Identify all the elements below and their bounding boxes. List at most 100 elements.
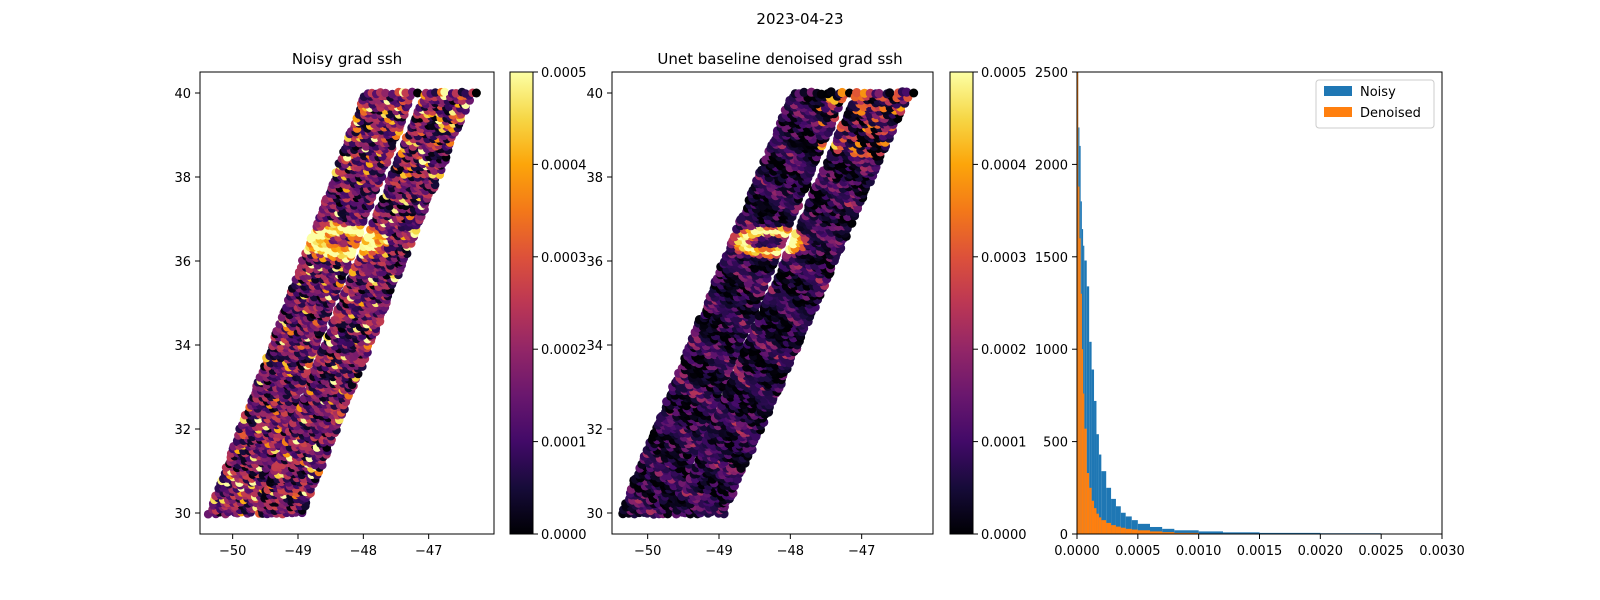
denoised-histogram-bar: [1081, 349, 1084, 534]
colorbar-tick-label: 0.0001: [541, 436, 587, 451]
scatter-point: [874, 88, 884, 99]
noisy-histogram-bar: [1089, 341, 1092, 534]
noisy-histogram-bar: [1083, 245, 1085, 534]
scatter-point: [381, 88, 390, 98]
x-tick-label: 0.0010: [1176, 544, 1222, 559]
noisy-histogram-bar: [1137, 523, 1150, 534]
noisy-histogram-bar: [1259, 532, 1321, 534]
y-tick-label: 34: [174, 339, 191, 354]
scatter-point: [413, 88, 423, 98]
scatter-point: [852, 88, 862, 98]
denoised-plot-frame: [611, 71, 934, 535]
x-tick-label: 0.0000: [1054, 544, 1100, 559]
scatter-point: [440, 87, 449, 97]
histogram-panel: 0.0000 0.0005 0.0010 0.0015 0.0020 0.0025 0.00…: [1035, 66, 1465, 559]
scatter-point: [909, 88, 919, 98]
denoised-histogram-bar: [1083, 393, 1085, 534]
y-tick-label: 30: [174, 507, 191, 522]
y-tick-label: 40: [586, 87, 603, 102]
noisy-histogram-bar: [1198, 531, 1223, 534]
denoised-histogram-bar: [1086, 473, 1090, 534]
noisy-plot-frame: [199, 71, 495, 535]
x-tick-label: −48: [777, 544, 804, 559]
y-tick-label: 36: [174, 255, 191, 270]
y-tick-label: 0: [1060, 528, 1068, 543]
colorbar-tick-label: 0.0002: [981, 343, 1027, 358]
scatter-point: [902, 87, 912, 97]
histogram-plot-frame: [1076, 71, 1443, 535]
denoised-histogram-bar: [1120, 527, 1126, 534]
x-tick-label: 0.0020: [1298, 544, 1344, 559]
denoised-histogram-bar: [1125, 528, 1132, 534]
x-tick-label: −49: [284, 544, 311, 559]
noisy-histogram-bar: [1223, 532, 1260, 534]
scatter-point: [401, 88, 411, 98]
scatter-point: [826, 87, 836, 97]
denoised-histogram-bar: [1079, 238, 1081, 534]
colorbar-tick-label: 0.0005: [981, 66, 1027, 81]
colorbar-tick-label: 0.0000: [981, 528, 1027, 543]
noisy-histogram-bar: [1111, 498, 1116, 534]
y-tick-label: 38: [174, 171, 191, 186]
noisy-axes: −50 −49 −48 −47 30 32 34 36 38 40: [174, 87, 442, 559]
noisy-scatter-points: [203, 87, 481, 519]
noisy-histogram-bar: [1174, 530, 1199, 534]
denoised-histogram-bar: [1111, 525, 1116, 534]
y-tick-label: 30: [586, 507, 603, 522]
noisy-histogram-bar: [1084, 260, 1087, 534]
colorbar-tick-label: 0.0005: [541, 66, 587, 81]
colorbar-tick-label: 0.0000: [541, 528, 587, 543]
noisy-histogram-bar: [1125, 516, 1132, 534]
denoised-colorbar: 0.0000 0.0001 0.0002 0.0003 0.0004 0.0005: [949, 66, 1027, 543]
noisy-histogram-bar: [1098, 454, 1102, 534]
noisy-panel: Noisy grad ssh −50 −49 −48 −47 30 32 34 36 38 40: [174, 50, 495, 559]
y-tick-label: 40: [174, 87, 191, 102]
denoised-histogram-bar: [1137, 530, 1150, 534]
x-tick-label: −48: [350, 544, 377, 559]
x-tick-label: −50: [634, 544, 661, 559]
noisy-panel-title: Noisy grad ssh: [292, 50, 402, 68]
denoised-histogram-bar: [1162, 532, 1175, 534]
denoised-histogram-bar: [1094, 508, 1097, 534]
denoised-histogram-bar: [1115, 526, 1121, 534]
denoised-histogram-bar: [1174, 532, 1199, 534]
x-tick-label: −47: [415, 544, 442, 559]
figure-suptitle: 2023-04-23: [756, 10, 843, 28]
colorbar-tick-label: 0.0002: [541, 343, 587, 358]
scatter-point: [799, 87, 809, 97]
denoised-histogram-bar: [1096, 513, 1099, 534]
noisy-histogram-bar: [1086, 286, 1090, 534]
noisy-histogram-bar: [1162, 528, 1175, 534]
denoised-histogram-bar: [1080, 293, 1082, 534]
x-tick-label: −50: [219, 544, 246, 559]
colorbar-tick-label: 0.0003: [541, 251, 587, 266]
denoised-histogram-bar: [1089, 487, 1092, 534]
x-tick-label: −49: [705, 544, 732, 559]
denoised-histogram-bar: [1131, 529, 1138, 534]
noisy-histogram-bar: [1120, 512, 1126, 534]
x-tick-label: 0.0025: [1358, 544, 1404, 559]
colorbar-tick-label: 0.0004: [981, 158, 1027, 173]
noisy-histogram-bar: [1106, 487, 1112, 534]
x-tick-label: −47: [848, 544, 875, 559]
denoised-histogram-bar: [1106, 522, 1112, 534]
denoised-panel: Unet baseline denoised grad ssh −50 −49 −4…: [586, 50, 934, 559]
colorbar-tick-label: 0.0001: [981, 436, 1027, 451]
colorbar-tick-label: 0.0003: [981, 251, 1027, 266]
histogram-bars: [1077, 72, 1442, 535]
noisy-histogram-bar: [1096, 434, 1099, 534]
histogram-axes: 0.0000 0.0005 0.0010 0.0015 0.0020 0.0025 0.00…: [1035, 66, 1465, 559]
y-tick-label: 32: [174, 423, 191, 438]
scatter-point: [471, 88, 481, 98]
y-tick-label: 32: [586, 423, 603, 438]
scatter-point: [837, 87, 847, 98]
x-tick-label: 0.0030: [1419, 544, 1465, 559]
denoised-colorbar-ticks: 0.0000 0.0001 0.0002 0.0003 0.0004 0.0005: [973, 66, 1027, 543]
y-tick-label: 36: [586, 255, 603, 270]
denoised-histogram-bar: [1101, 520, 1107, 534]
denoised-histogram-bar: [1098, 517, 1102, 534]
